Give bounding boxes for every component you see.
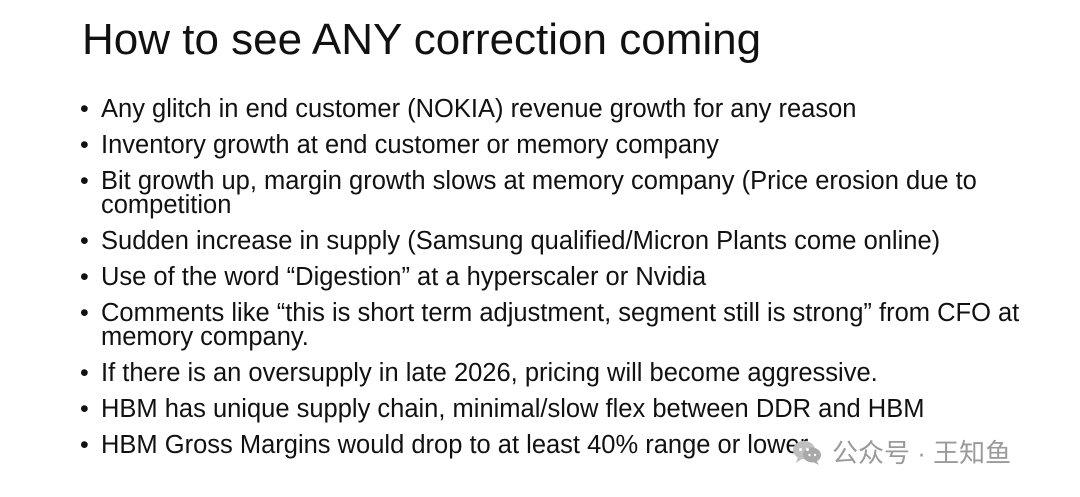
watermark: 公众号 · 王知鱼: [790, 436, 1011, 470]
bullet-item: Any glitch in end customer (NOKIA) reven…: [80, 95, 1020, 123]
bullet-text: Use of the word “Digestion” at a hypersc…: [101, 263, 707, 291]
bullet-list: Any glitch in end customer (NOKIA) reven…: [80, 95, 1020, 469]
bullet-item: HBM Gross Margins would drop to at least…: [80, 431, 1020, 459]
watermark-text: 公众号 · 王知鱼: [832, 438, 1012, 468]
bullet-item: Comments like “this is short term adjust…: [80, 299, 1020, 351]
bullet-text: HBM has unique supply chain, minimal/slo…: [101, 395, 925, 423]
slide-title: How to see ANY correction coming: [82, 15, 762, 64]
bullet-text: Bit growth up, margin growth slows at me…: [101, 167, 977, 219]
bullet-item: If there is an oversupply in late 2026, …: [80, 359, 1020, 387]
bullet-item: Inventory growth at end customer or memo…: [80, 131, 1020, 159]
bullet-text: Sudden increase in supply (Samsung quali…: [101, 227, 941, 255]
bullet-item: Use of the word “Digestion” at a hypersc…: [80, 263, 1020, 291]
bullet-text: Any glitch in end customer (NOKIA) reven…: [101, 95, 857, 123]
bullet-text: HBM Gross Margins would drop to at least…: [101, 431, 809, 459]
bullet-text: If there is an oversupply in late 2026, …: [101, 359, 878, 387]
bullet-item: Sudden increase in supply (Samsung quali…: [80, 227, 1020, 255]
bullet-text: Inventory growth at end customer or memo…: [101, 131, 719, 159]
wechat-icon: [790, 436, 824, 470]
bullet-text: Comments like “this is short term adjust…: [101, 299, 1020, 351]
bullet-item: HBM has unique supply chain, minimal/slo…: [80, 395, 1020, 423]
bullet-item: Bit growth up, margin growth slows at me…: [80, 167, 1020, 219]
